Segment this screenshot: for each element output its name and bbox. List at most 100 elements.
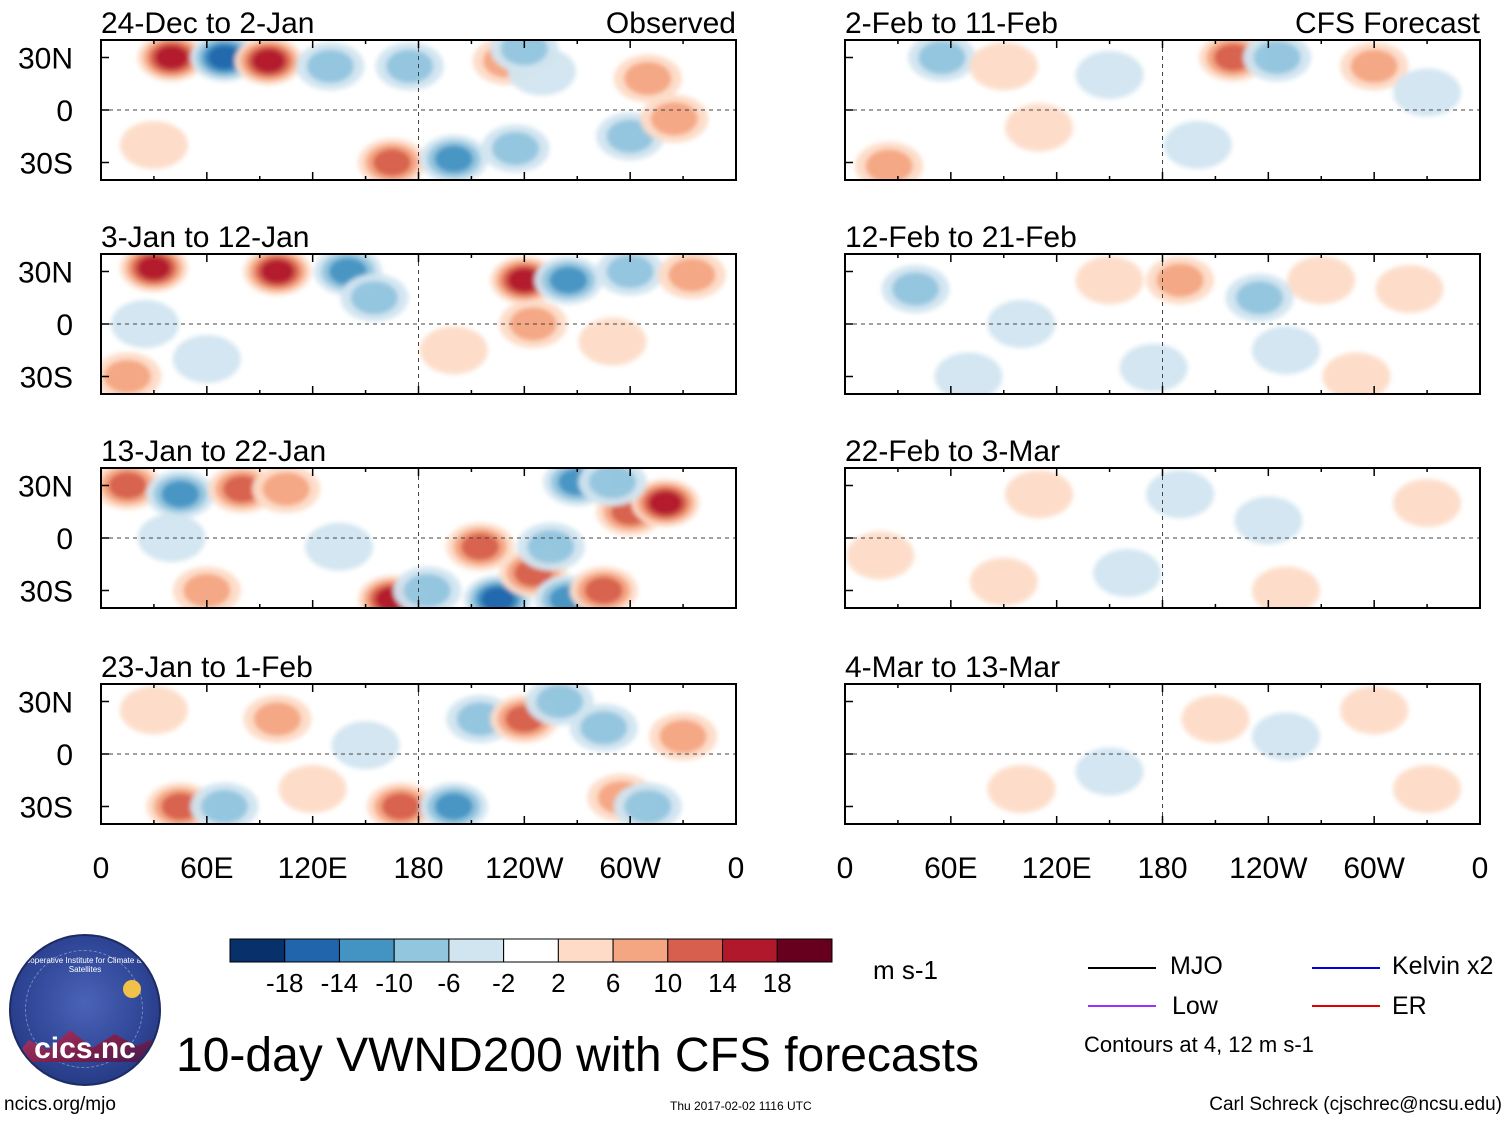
anomaly-contour-4-2: [381, 792, 421, 821]
anomaly-field: [881, 256, 1444, 394]
y-tick-label: 0: [56, 95, 73, 128]
y-tick-label: 30S: [20, 792, 73, 825]
anomaly-contour-3-1: [306, 49, 354, 84]
anomaly-contour-8-0: [1393, 68, 1462, 117]
anomaly-contour-6-1: [456, 702, 504, 736]
anomaly-contour-2-0: [1075, 51, 1144, 99]
anomaly-contour-7-1: [668, 258, 716, 292]
anomaly-contour-2-3: [251, 49, 286, 73]
panel-5: 22-Feb to 3-Mar: [844, 435, 1481, 609]
x-tick-label: 0: [1472, 852, 1489, 885]
anomaly-contour-9-0: [419, 326, 488, 375]
panel-title: 2-Feb to 11-Feb: [845, 7, 1058, 40]
x-tick-label: 60E: [924, 852, 977, 885]
anomaly-contour-5-1: [1350, 49, 1398, 84]
cics-logo: Cooperative Institute for Climate and Sa…: [9, 934, 161, 1086]
y-tick-label: 30N: [18, 43, 73, 76]
x-tick-label: 0: [93, 852, 110, 885]
panel-title: 3-Jan to 12-Jan: [101, 221, 309, 254]
legend-kelvin-line: [1312, 967, 1380, 969]
legend-kelvin-label: Kelvin x2: [1392, 952, 1494, 980]
anomaly-field: [846, 470, 1462, 608]
anomaly-contour-8-1: [606, 119, 654, 154]
legend-er-line: [1312, 1005, 1380, 1007]
panel-3: 12-Feb to 21-Feb: [844, 221, 1481, 395]
anomaly-contour-5-2: [549, 266, 588, 294]
anomaly-contour-7-3: [481, 587, 515, 608]
panel-field: [845, 684, 1480, 824]
anomaly-contour-8-1: [536, 684, 584, 719]
legend-low-label: Low: [1172, 992, 1218, 1020]
anomaly-contour-11-2: [584, 576, 623, 605]
sun-icon: [123, 980, 141, 998]
source-url[interactable]: ncics.org/mjo: [4, 1094, 116, 1115]
anomaly-field: [119, 40, 709, 180]
anomaly-contour-3-0: [987, 765, 1056, 813]
y-tick-label: 30S: [20, 362, 73, 395]
panel-field: [845, 254, 1480, 394]
anomaly-contour-15-1: [588, 468, 637, 499]
anomaly-contour-4-0: [969, 557, 1038, 606]
anomaly-field: [101, 254, 726, 394]
x-tick-label: 180: [393, 852, 443, 885]
anomaly-contour-4-3: [507, 268, 541, 293]
colorbar-swatch: [503, 938, 559, 963]
logo-name: cics.nc: [34, 1032, 136, 1065]
colorbar-swatch: [448, 938, 505, 963]
colorbar-tick-label: 18: [763, 968, 792, 998]
panels-layer: 24-Dec to 2-Jan Observed 30N 0 30S 2-Feb to 1…: [18, 7, 1481, 825]
anomaly-contour-13-0: [119, 686, 188, 735]
anomaly-field: [855, 40, 1462, 180]
colorbar-units: m s-1: [873, 955, 938, 985]
anomaly-contour-2-1: [253, 702, 301, 736]
anomaly-field: [987, 686, 1462, 813]
legend-mjo-label: MJO: [1170, 952, 1223, 980]
anomaly-contour-18-0: [305, 522, 374, 571]
panel-title: 4-Mar to 13-Mar: [845, 651, 1060, 684]
anomaly-contour-0-3: [154, 45, 189, 70]
colorbar-swatch: [284, 938, 340, 963]
anomaly-contour-11-0: [111, 300, 180, 348]
figure-title: 10-day VWND200 with CFS forecasts: [176, 1029, 979, 1082]
panel-field: [101, 468, 736, 608]
anomaly-contour-7-0: [846, 531, 915, 580]
colorbar-swatch: [776, 938, 833, 963]
panel-title: 13-Jan to 22-Jan: [101, 435, 326, 468]
x-tick-label: 120E: [278, 852, 348, 885]
colorbar-swatch: [338, 938, 395, 963]
panel-1: 2-Feb to 11-Feb CFS Forecast: [844, 7, 1481, 181]
anomaly-contour-11-1: [491, 131, 540, 166]
anomaly-contour-10-0: [172, 335, 241, 383]
anomaly-contour-1-3: [207, 45, 242, 70]
anomaly-contour-1-0: [969, 42, 1038, 91]
anomaly-contour-7-0: [1163, 121, 1232, 169]
anomaly-contour-0-0: [1181, 695, 1250, 743]
panel-title: 22-Feb to 3-Mar: [845, 435, 1060, 468]
anomaly-contour-14-0: [331, 721, 400, 770]
credit: Carl Schreck (cjschrec@ncsu.edu): [1209, 1094, 1502, 1115]
anomaly-contour-3-0: [278, 765, 347, 813]
anomaly-contour-12-1: [659, 719, 707, 754]
anomaly-contour-1-0: [1146, 470, 1215, 519]
panel-6: 23-Jan to 1-Feb 30N 0 30S: [18, 651, 737, 825]
x-tick-label: 0: [728, 852, 745, 885]
anomaly-contour-12-1: [650, 101, 698, 136]
anomaly-contour-6-1: [606, 254, 654, 289]
colorbar-swatch: [393, 938, 450, 963]
anomaly-contour-3-1: [262, 472, 310, 506]
colorbar-swatch: [722, 938, 778, 963]
y-tick-label: 0: [56, 739, 73, 772]
anomaly-contour-13-3: [648, 491, 683, 515]
anomaly-contour-7-0: [934, 352, 1003, 394]
anomaly-contour-13-0: [119, 121, 188, 169]
legend-low-line: [1088, 1005, 1156, 1007]
x-tick-label: 60W: [599, 852, 661, 885]
legend-er-label: ER: [1392, 992, 1427, 1020]
y-tick-label: 30N: [18, 687, 73, 720]
panel-title: 12-Feb to 21-Feb: [845, 221, 1077, 254]
x-tick-label: 120W: [485, 852, 564, 885]
x-tick-label: 120E: [1022, 852, 1092, 885]
x-axis-labels: 0 60E 120E 180 120W 60W 0 0 60E 120E 180 120W 60W 0: [93, 852, 1489, 885]
forecast-label: CFS Forecast: [1295, 7, 1481, 40]
colorbar-tick-label: -18: [266, 968, 304, 998]
